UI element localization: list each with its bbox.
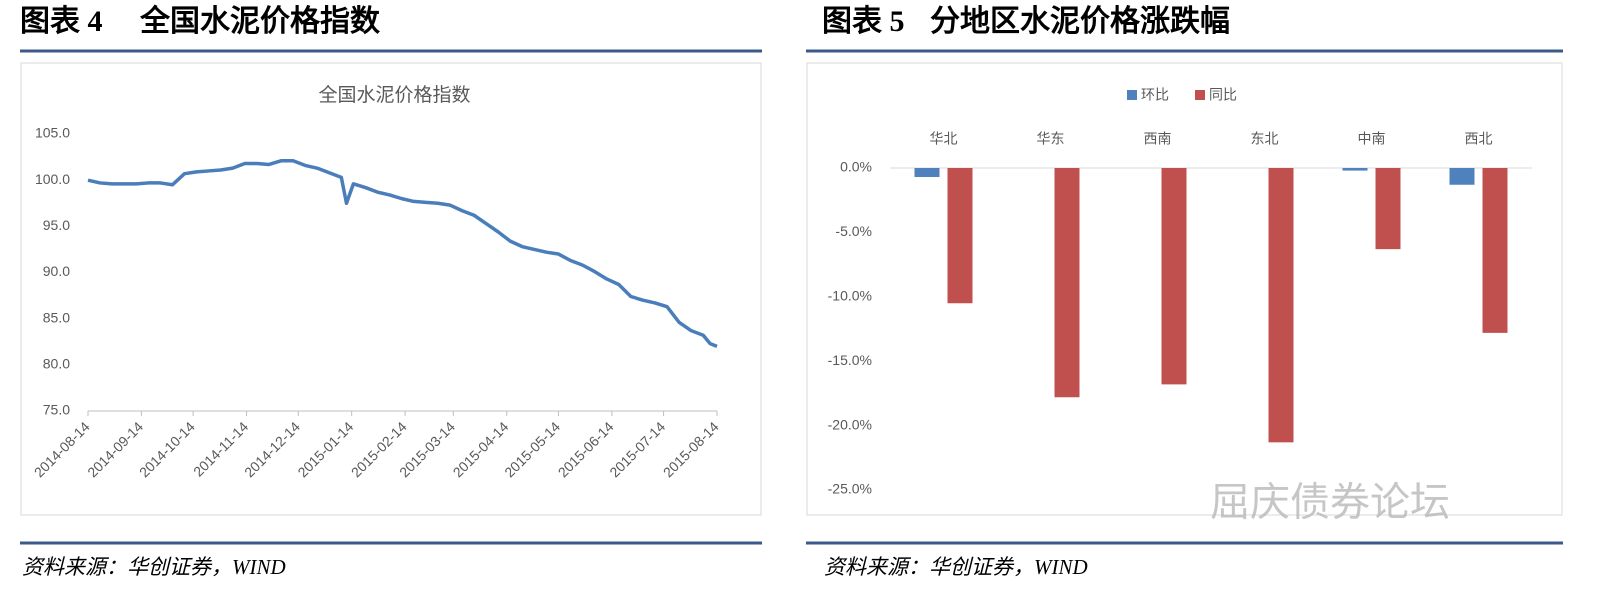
category-label: 华东 (1037, 131, 1065, 147)
line-series (87, 159, 718, 348)
category-label: 中南 (1358, 131, 1386, 147)
y-tick-label: -10.0% (828, 288, 872, 304)
x-tick-label: 2015-05-14 (501, 418, 563, 480)
bar (914, 168, 940, 178)
category-label: 西北 (1465, 131, 1493, 147)
category-label: 华北 (930, 131, 958, 147)
y-tick-label: 75.0 (43, 402, 70, 418)
source-note: 资料来源：华创证券，WIND (824, 555, 1088, 579)
figure-title: 分地区水泥价格涨跌幅 (930, 5, 1230, 38)
bar (1054, 168, 1080, 398)
figure-title: 全国水泥价格指数 (139, 4, 381, 38)
x-tick-label: 2015-07-14 (606, 418, 668, 480)
y-tick-label: 105.0 (35, 125, 70, 141)
bar (947, 168, 973, 304)
legend-swatch (1195, 90, 1205, 100)
y-tick-label: 100.0 (35, 171, 70, 187)
y-tick-label: 0.0% (840, 159, 872, 175)
category-label: 西南 (1144, 131, 1172, 147)
legend-label: 同比 (1209, 87, 1237, 103)
x-tick-label: 2015-08-14 (660, 418, 722, 480)
bar (1449, 168, 1475, 185)
category-label: 东北 (1251, 131, 1279, 147)
x-tick-label: 2014-08-14 (31, 418, 93, 480)
y-tick-label: -5.0% (835, 223, 872, 239)
y-tick-label: 90.0 (43, 263, 70, 279)
source-note: 资料来源：华创证券，WIND (22, 555, 286, 579)
figure-number: 图表 5 (822, 5, 905, 38)
chart-title: 全国水泥价格指数 (318, 84, 470, 106)
bar (1375, 168, 1401, 250)
bar (1482, 168, 1508, 333)
y-tick-label: 95.0 (43, 217, 70, 233)
x-tick-label: 2014-10-14 (136, 418, 198, 480)
legend-swatch (1127, 90, 1137, 100)
figure-number: 图表 4 (20, 5, 103, 38)
y-tick-label: -20.0% (828, 416, 872, 432)
x-tick-label: 2014-12-14 (241, 418, 303, 480)
y-tick-label: 80.0 (43, 356, 70, 372)
y-tick-label: -25.0% (828, 481, 872, 497)
bar (1161, 168, 1187, 385)
bar (1268, 168, 1294, 443)
chart-frame (20, 62, 762, 516)
x-tick-label: 2015-01-14 (294, 418, 356, 480)
bar (1342, 168, 1368, 171)
watermark: 屈庆债券论坛 (1210, 481, 1450, 525)
y-tick-label: 85.0 (43, 309, 70, 325)
legend-label: 环比 (1141, 87, 1169, 103)
chart-frame (806, 62, 1563, 516)
y-tick-label: -15.0% (828, 352, 872, 368)
